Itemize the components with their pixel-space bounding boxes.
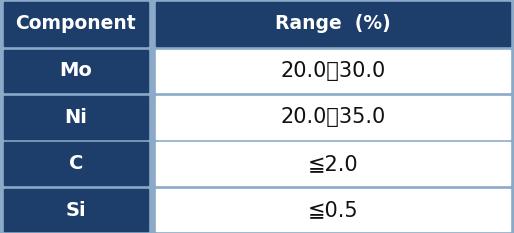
Bar	[4, 142, 148, 185]
Text: Ni: Ni	[64, 108, 87, 127]
Bar	[156, 50, 510, 92]
Bar	[156, 189, 510, 231]
Text: Si: Si	[65, 201, 86, 219]
Bar	[4, 96, 148, 139]
Text: ≦0.5: ≦0.5	[307, 200, 358, 220]
Bar	[156, 142, 510, 185]
Bar	[4, 189, 148, 231]
Bar	[156, 2, 510, 46]
Text: ≦2.0: ≦2.0	[307, 154, 358, 174]
Text: 20.0～35.0: 20.0～35.0	[280, 107, 386, 127]
Text: 20.0～30.0: 20.0～30.0	[280, 61, 386, 81]
Text: Component: Component	[15, 14, 136, 33]
Text: Mo: Mo	[60, 62, 92, 80]
Bar	[4, 50, 148, 92]
Text: Range  (%): Range (%)	[275, 14, 391, 33]
Text: C: C	[69, 154, 83, 173]
Bar	[156, 96, 510, 139]
Bar	[4, 2, 148, 46]
